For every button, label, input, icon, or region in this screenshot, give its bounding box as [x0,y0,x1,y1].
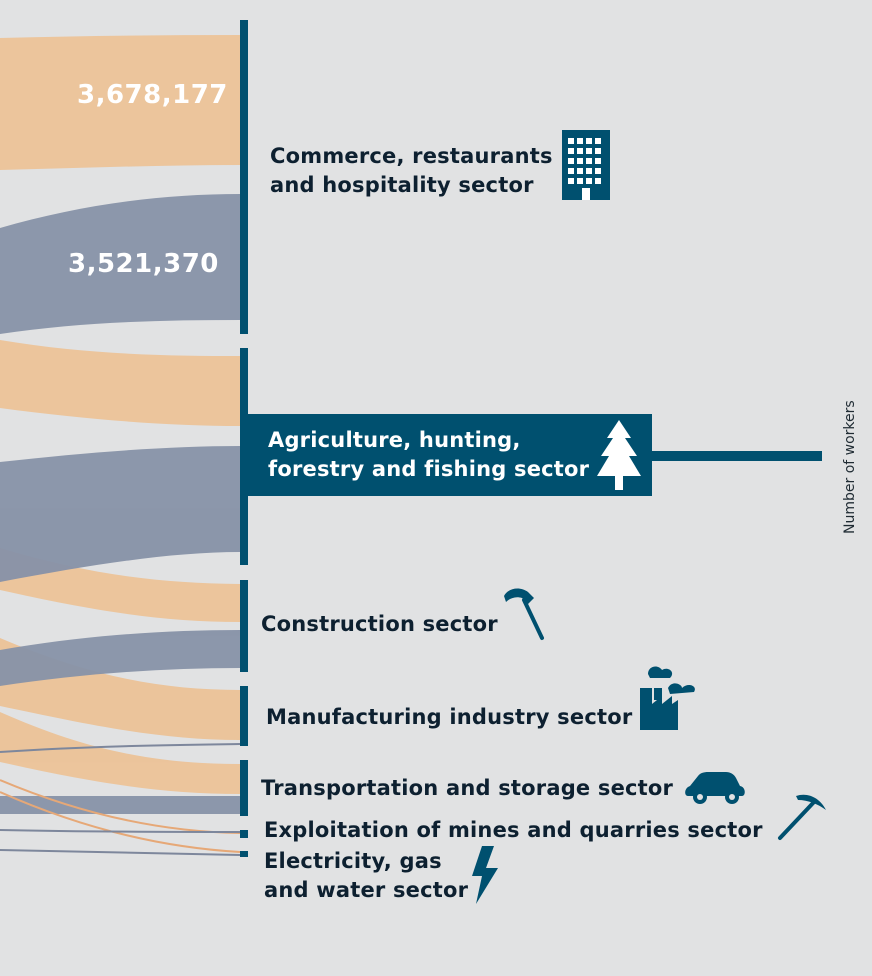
node-manufacturing [240,686,248,746]
label-commerce-line1: Commerce, restaurants [270,144,553,168]
label-construction: Construction sector [261,612,498,636]
label-electricity-line2: and water sector [264,878,469,902]
hammer-icon [504,588,544,640]
node-transport [240,760,248,816]
flow-commerce-orange [0,35,240,170]
label-commerce-line2: and hospitality sector [270,173,534,197]
flow-construction-blue [0,630,240,686]
label-commerce: Commerce, restaurants and hospitality se… [270,142,553,200]
pickaxe-icon [778,794,826,840]
label-manufacturing: Manufacturing industry sector [266,705,633,729]
factory-icon [640,666,695,730]
value-commerce-blue: 3,521,370 [68,249,219,279]
label-mining: Exploitation of mines and quarries secto… [264,818,763,842]
building-icon [562,130,610,200]
label-agriculture: Agriculture, hunting, forestry and fishi… [268,426,589,484]
flow-transport-blue [0,796,240,814]
label-agriculture-line2: forestry and fishing sector [268,457,590,481]
car-icon [685,772,745,804]
thin-flows [0,743,241,856]
label-transport: Transportation and storage sector [261,776,674,800]
node-electricity [240,851,248,857]
highlight-connector [650,451,822,461]
label-electricity: Electricity, gas and water sector [264,847,468,905]
flow-agriculture-orange [0,340,240,426]
node-mining [240,830,248,838]
tree-icon [597,420,641,490]
flow-commerce-blue [0,194,240,334]
flows-blue [0,194,240,814]
node-construction [240,580,248,672]
flows-orange [0,35,240,794]
label-agriculture-line1: Agriculture, hunting, [268,428,521,452]
axis-title-number-of-workers: Number of workers [842,400,858,534]
flow-transport-orange [0,712,240,794]
highlight-agriculture: Agriculture, hunting, forestry and fishi… [240,414,652,496]
flow-agriculture-blue [0,446,240,582]
value-commerce-orange: 3,678,177 [77,80,228,110]
label-electricity-line1: Electricity, gas [264,849,442,873]
node-commerce [240,20,248,334]
lightning-icon [472,846,498,904]
